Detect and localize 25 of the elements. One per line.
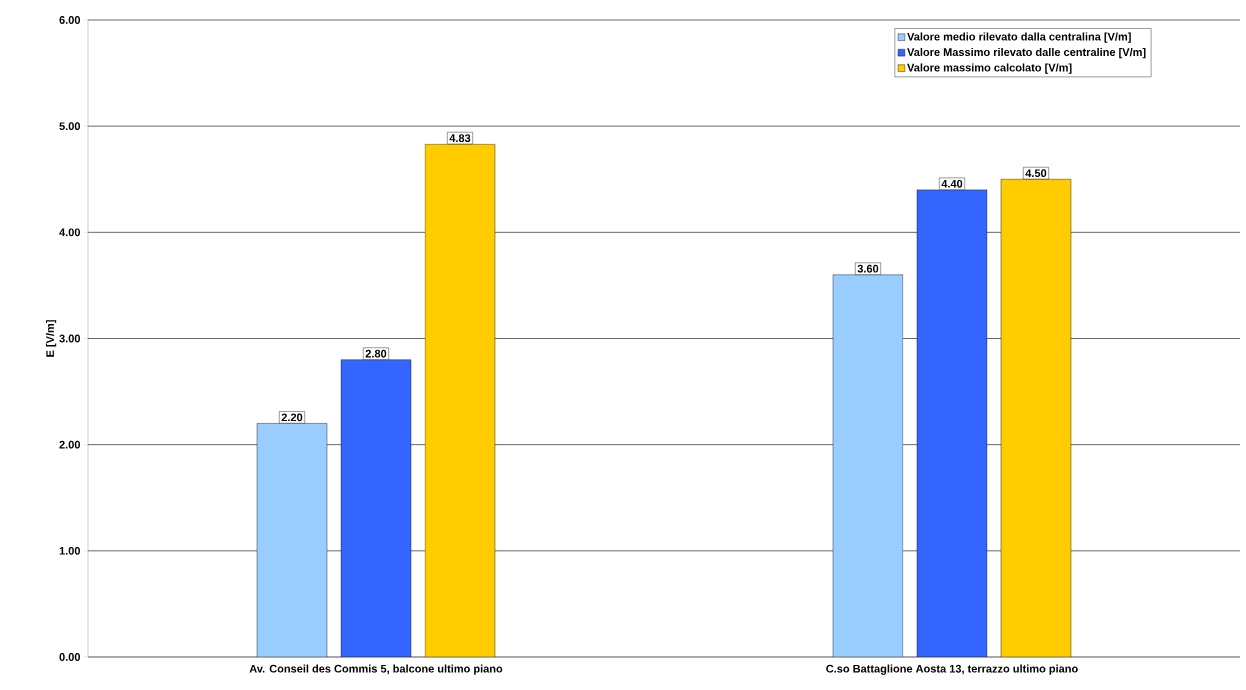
- bar: [1000, 179, 1072, 657]
- y-tick-label: 4.00: [59, 228, 81, 237]
- data-label: 4.50: [1025, 169, 1047, 178]
- x-tick-label: Av. Conseil des Commis 5, balcone ultimo piano: [249, 664, 503, 675]
- data-label: 4.40: [941, 179, 963, 188]
- data-label: 4.83: [449, 134, 471, 143]
- y-tick-label: 2.00: [59, 440, 81, 449]
- x-tick-label: C.so Battaglione Aosta 13, terrazzo ultimo piano: [826, 664, 1078, 675]
- y-tick-label: 3.00: [59, 334, 81, 343]
- y-tick-label: 1.00: [59, 546, 81, 555]
- data-label: 3.60: [857, 264, 879, 273]
- bar: [916, 189, 988, 657]
- y-axis-title: E [V/m]: [45, 320, 57, 357]
- y-tick-label: 0.00: [59, 653, 81, 661]
- bar: [340, 359, 412, 657]
- legend-label: Valore Massimo rilevato dalle centraline [V/m]: [907, 47, 1146, 59]
- data-label: 2.20: [281, 413, 303, 422]
- legend-label: Valore medio rilevato dalla centralina [V/m]: [907, 32, 1131, 43]
- y-tick-label: 6.00: [59, 16, 81, 24]
- y-tick-label: 5.00: [59, 122, 81, 131]
- legend-label: Valore massimo calcolato [V/m]: [907, 63, 1072, 74]
- bar: [256, 423, 328, 657]
- data-label: 2.80: [365, 349, 387, 358]
- bar: [832, 274, 904, 657]
- bar: [424, 144, 496, 657]
